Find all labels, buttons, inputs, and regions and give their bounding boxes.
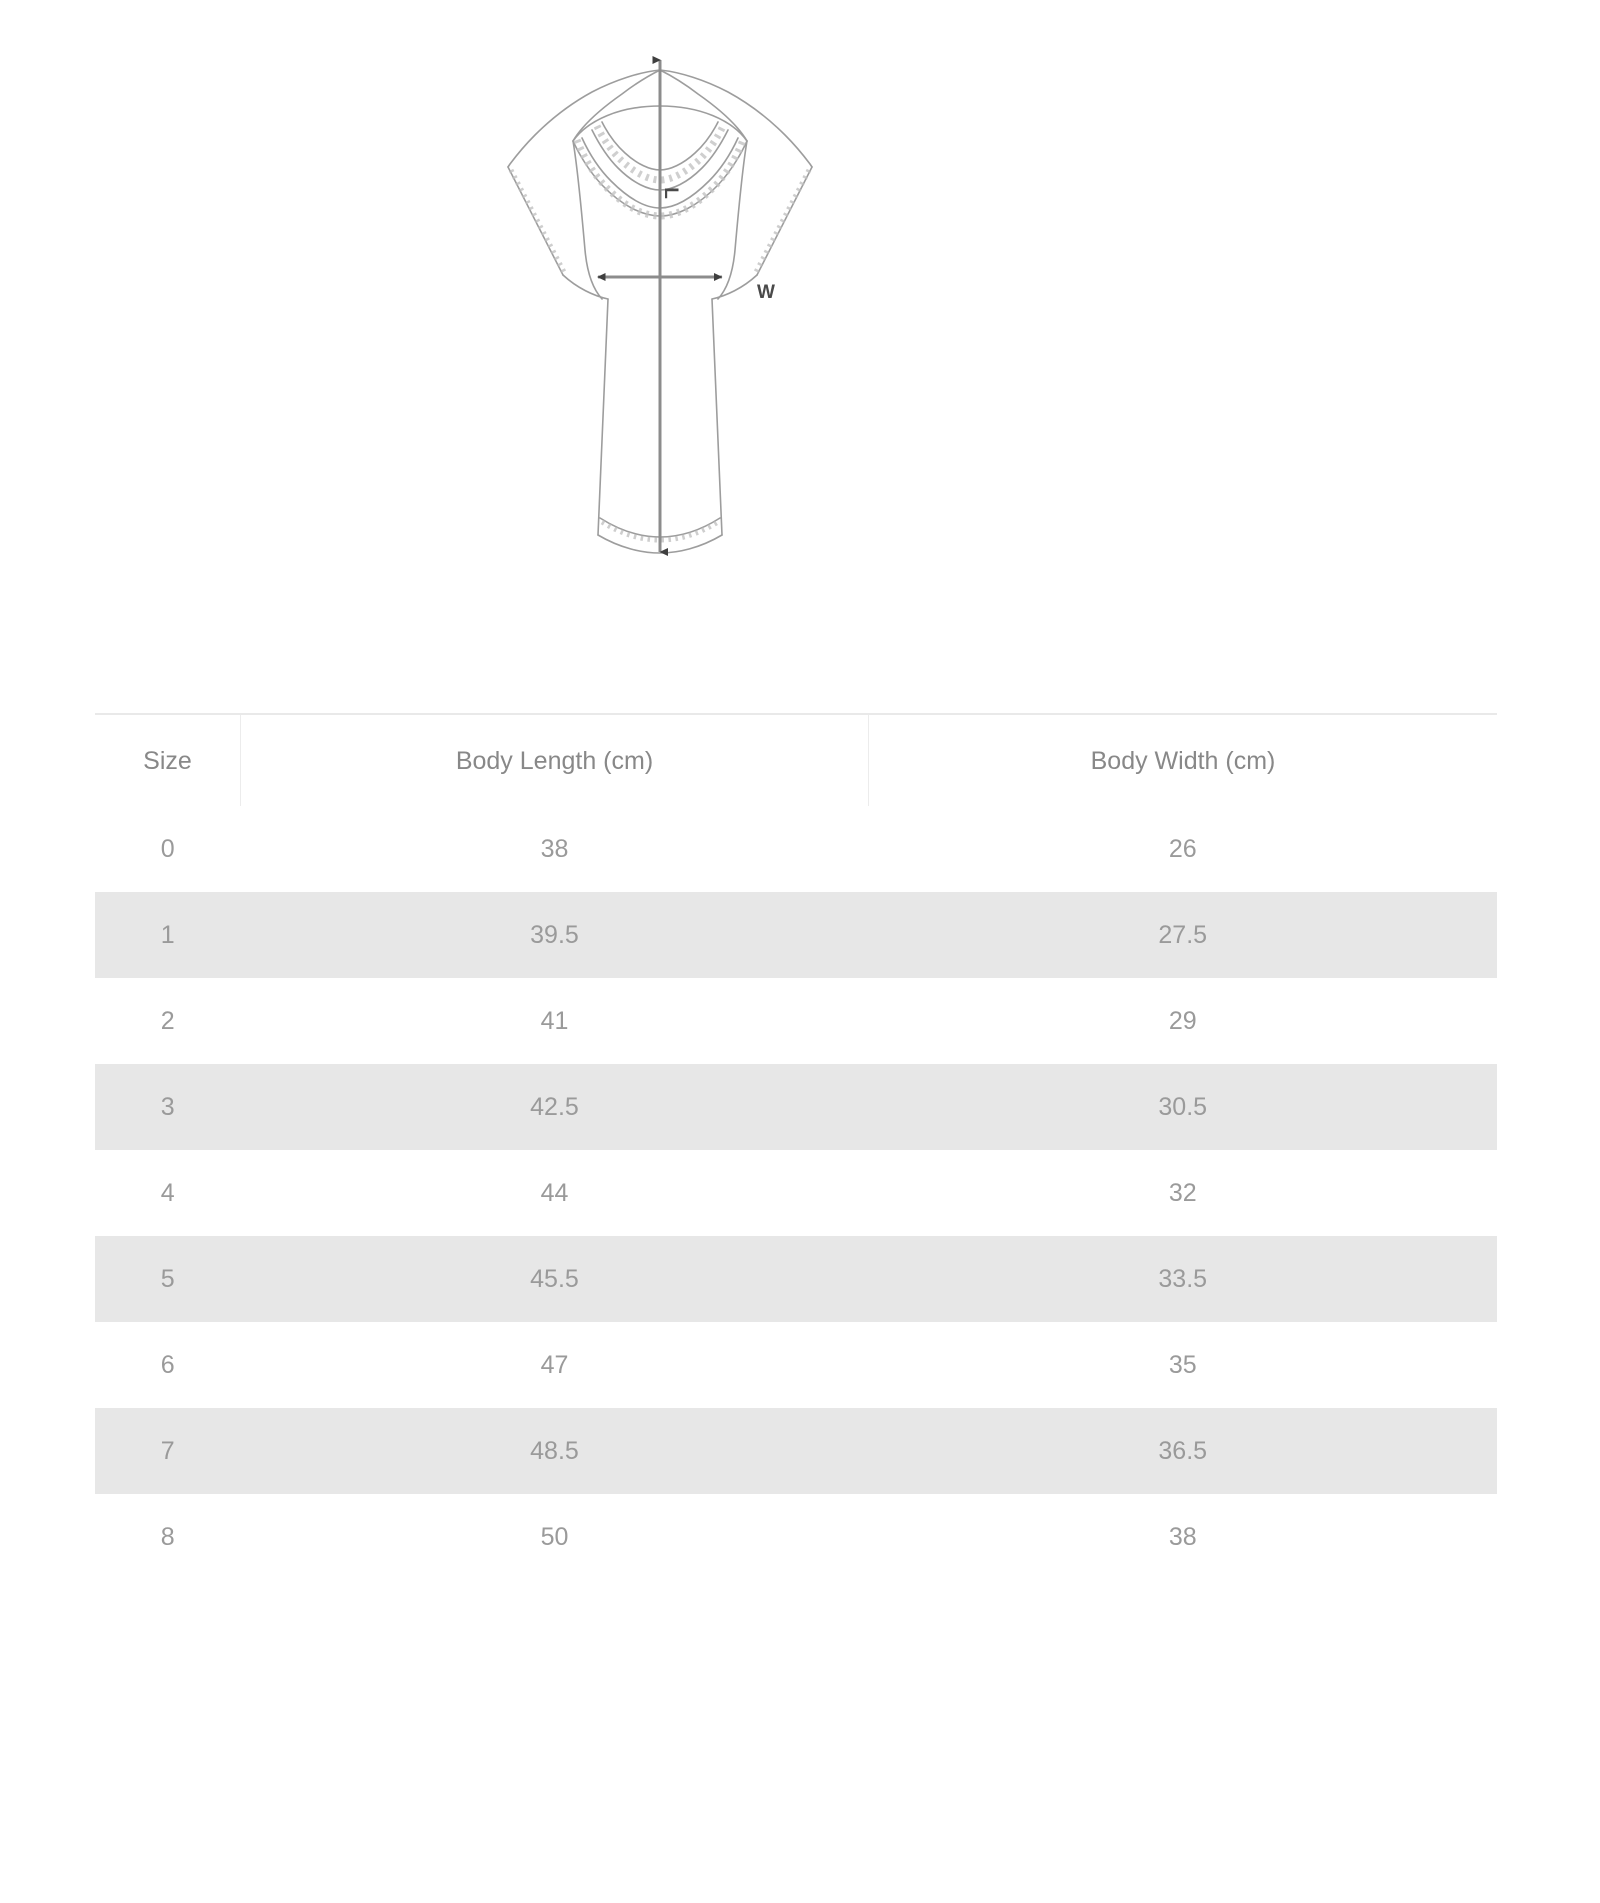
table-row: 8 50 38 bbox=[95, 1494, 1497, 1580]
table-row: 7 48.5 36.5 bbox=[95, 1408, 1497, 1494]
cell-body-length: 39.5 bbox=[240, 892, 869, 978]
cell-body-length: 45.5 bbox=[240, 1236, 869, 1322]
tshirt-stitching bbox=[508, 168, 812, 543]
cell-body-length: 44 bbox=[540, 1178, 569, 1207]
length-dimension-label: L bbox=[659, 187, 681, 199]
width-dimension-label: W bbox=[757, 282, 775, 303]
cell-body-width: 36.5 bbox=[868, 1408, 1497, 1494]
table-row: 1 39.5 27.5 bbox=[95, 892, 1497, 978]
size-chart-container: Size Body Length (cm) Body Width (cm) 0 … bbox=[95, 713, 1497, 1580]
cell-size: 0 bbox=[160, 834, 175, 863]
cell-body-width: 32 bbox=[1168, 1178, 1197, 1207]
table-header-row: Size Body Length (cm) Body Width (cm) bbox=[95, 714, 1497, 806]
column-header-body-width: Body Width (cm) bbox=[868, 714, 1497, 806]
cell-size: 5 bbox=[95, 1236, 241, 1322]
cell-body-width: 27.5 bbox=[868, 892, 1497, 978]
cell-body-width: 29 bbox=[1168, 1006, 1197, 1035]
cell-size: 1 bbox=[95, 892, 241, 978]
cell-body-length: 48.5 bbox=[240, 1408, 869, 1494]
cell-body-width: 33.5 bbox=[868, 1236, 1497, 1322]
cell-body-length: 47 bbox=[540, 1350, 569, 1379]
cell-body-length: 42.5 bbox=[240, 1064, 869, 1150]
table-header: Size Body Length (cm) Body Width (cm) bbox=[95, 714, 1497, 806]
table-row: 5 45.5 33.5 bbox=[95, 1236, 1497, 1322]
tshirt-diagram-container: L W bbox=[0, 0, 1600, 700]
table-row: 4 44 32 bbox=[95, 1150, 1497, 1236]
cell-size: 6 bbox=[160, 1350, 175, 1379]
cell-size: 7 bbox=[95, 1408, 241, 1494]
tshirt-illustration bbox=[507, 56, 813, 556]
collar-stitching bbox=[573, 124, 747, 220]
cell-body-width: 35 bbox=[1168, 1350, 1197, 1379]
cell-body-length: 38 bbox=[540, 834, 569, 863]
cell-size: 4 bbox=[160, 1178, 175, 1207]
cell-body-width: 38 bbox=[1168, 1522, 1197, 1551]
table-row: 2 41 29 bbox=[95, 978, 1497, 1064]
cell-body-width: 26 bbox=[1168, 834, 1197, 863]
column-header-body-length: Body Length (cm) bbox=[240, 714, 869, 806]
cell-body-length: 41 bbox=[540, 1006, 569, 1035]
cell-body-length: 50 bbox=[540, 1522, 569, 1551]
table-row: 0 38 26 bbox=[95, 806, 1497, 892]
table-body: 0 38 26 1 39.5 27.5 2 41 29 3 42.5 3 bbox=[95, 806, 1497, 1580]
cell-size: 8 bbox=[160, 1522, 175, 1551]
cell-size: 3 bbox=[95, 1064, 241, 1150]
table-row: 6 47 35 bbox=[95, 1322, 1497, 1408]
size-chart-table: Size Body Length (cm) Body Width (cm) 0 … bbox=[95, 713, 1497, 1580]
cell-size: 2 bbox=[160, 1006, 175, 1035]
table-row: 3 42.5 30.5 bbox=[95, 1064, 1497, 1150]
cell-body-width: 30.5 bbox=[868, 1064, 1497, 1150]
column-header-size: Size bbox=[95, 714, 241, 806]
